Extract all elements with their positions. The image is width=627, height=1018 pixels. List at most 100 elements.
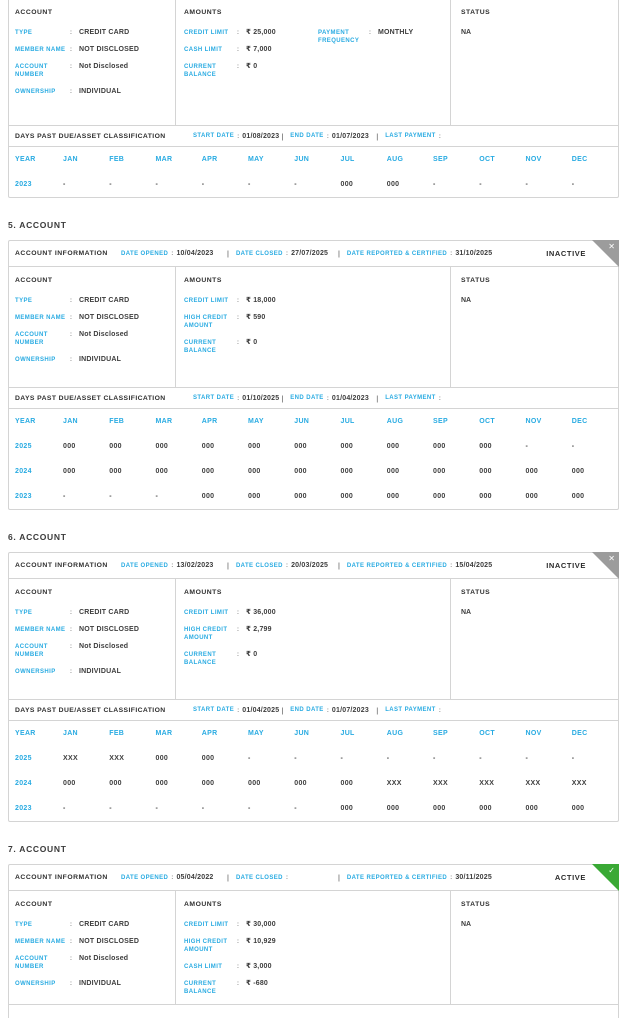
amounts-subcolumn-1: CREDIT LIMIT: ₹ 25,000 CASH LIMIT: ₹ 7,000 C… [184, 29, 318, 88]
dpd-value: - [109, 493, 112, 500]
account-card: ACCOUNT TYPE: CREDIT CARD MEMBER NAME: NOT D… [8, 0, 619, 198]
status-column-heading: STATUS [461, 277, 491, 284]
colon-separator: : [237, 706, 240, 714]
dpd-value: - [248, 755, 251, 762]
dpd-value: XXX [525, 780, 541, 787]
close-icon: ✕ [608, 554, 615, 563]
field-value: MONTHLY [378, 29, 414, 36]
dpd-value: 000 [155, 468, 169, 475]
colon-separator: : [438, 394, 441, 402]
field-label: CURRENT BALANCE [184, 64, 217, 78]
dpd-month-header: SEP [433, 418, 448, 425]
colon-separator: : [69, 331, 73, 338]
dpd-value: - [201, 181, 205, 188]
dpd-value: 000 [63, 443, 76, 450]
colon-separator: : [69, 955, 73, 962]
field-row: ACCOUNT NUMBER: Not Disclosed [15, 331, 171, 347]
end-date-field-value: 01/07/2023 [331, 132, 369, 140]
dpd-month-header: APR [201, 418, 218, 425]
dpd-value: - [479, 755, 482, 762]
dpd-month-header: OCT [479, 730, 495, 737]
field-value: ₹ -680 [246, 980, 269, 987]
dpd-table: YEAR JAN FEB MAR APR MAY JUN JUL AUG SEP OCT NOV DEC… [9, 721, 618, 821]
dpd-month-header: OCT [479, 418, 495, 425]
last-payment-field: LAST PAYMENT: [385, 133, 444, 140]
status-column: STATUS NA [451, 267, 618, 387]
dpd-value: 000 [340, 493, 354, 500]
dpd-value: 000 [433, 805, 446, 812]
date-reported-certified-field: DATE REPORTED & CERTIFIED:30/11/2025 [347, 874, 492, 881]
date-reported-certified-field-label: DATE REPORTED & CERTIFIED [346, 562, 448, 569]
dpd-month-header: MAR [155, 418, 173, 425]
dpd-table: YEAR JAN FEB MAR APR MAY JUN JUL AUG SEP OCT NOV DEC… [9, 147, 618, 197]
pipe-divider: | [337, 249, 340, 258]
dpd-month-header: MAY [248, 730, 264, 737]
account-column: ACCOUNT TYPE: CREDIT CARD MEMBER NAME: NOT D… [9, 579, 176, 699]
field-row: CREDIT LIMIT: ₹ 30,000 [184, 921, 318, 929]
field-row: TYPE: CREDIT CARD [15, 29, 171, 37]
field-label: CURRENT BALANCE [184, 340, 217, 354]
amounts-column-heading: AMOUNTS [184, 589, 222, 596]
dpd-value: 000 [294, 780, 307, 787]
dpd-value: XXX [479, 780, 495, 787]
field-value: ₹ 590 [246, 314, 266, 321]
date-opened-field: DATE OPENED:13/02/2023 [121, 562, 225, 569]
close-icon: ✕ [608, 242, 615, 251]
field-label: MEMBER NAME [15, 939, 66, 945]
dpd-month-header: JUN [294, 730, 310, 737]
colon-separator: : [438, 706, 441, 714]
field-label: CREDIT LIMIT [184, 30, 229, 36]
dpd-value: - [386, 755, 390, 762]
dpd-value: 000 [155, 780, 169, 787]
dpd-value: 000 [248, 468, 261, 475]
dpd-title: DAYS PAST DUE/ASSET CLASSIFICATION [15, 394, 166, 402]
dpd-value: 000 [386, 181, 400, 188]
end-date-field: END DATE:01/07/2023 [290, 707, 374, 714]
dpd-value: 000 [155, 755, 169, 762]
field-value: ₹ 25,000 [246, 29, 276, 36]
colon-separator: : [326, 706, 329, 714]
field-row: ACCOUNT NUMBER: Not Disclosed [15, 643, 171, 659]
colon-separator: : [69, 609, 73, 616]
colon-separator: : [69, 63, 73, 70]
account-information-header: ACCOUNT INFORMATION DATE OPENED:10/04/202… [9, 240, 619, 267]
dpd-value: - [525, 443, 529, 450]
field-row: CASH LIMIT: ₹ 3,000 [184, 963, 318, 971]
field-row: MEMBER NAME: NOT DISCLOSED [15, 46, 171, 54]
colon-separator: : [368, 29, 372, 36]
dpd-month-header: JAN [63, 418, 78, 425]
account-detail-row: ACCOUNT TYPE: CREDIT CARD MEMBER NAME: NOT D… [9, 579, 618, 699]
dpd-month-header: JUL [340, 730, 355, 737]
dpd-year: 2024 [15, 780, 32, 787]
date-closed-field: DATE CLOSED:20/03/2025 [236, 562, 336, 569]
field-row: PAYMENT FREQUENCY: MONTHLY [318, 29, 446, 45]
field-label: OWNERSHIP [15, 89, 56, 95]
colon-separator: : [236, 963, 240, 970]
field-row: CREDIT LIMIT: ₹ 18,000 [184, 297, 318, 305]
last-payment-field-label: LAST PAYMENT [385, 133, 436, 139]
colon-separator: : [450, 562, 453, 569]
colon-separator: : [171, 874, 174, 881]
account-card: ACCOUNT INFORMATION DATE OPENED:10/04/202… [8, 240, 619, 510]
amounts-subcolumn-1: CREDIT LIMIT: ₹ 18,000 HIGH CREDIT AMOUNT:… [184, 297, 318, 364]
inactive-corner-ribbon [592, 240, 619, 267]
account-column-heading: ACCOUNT [15, 9, 53, 16]
dpd-value: XXX [433, 780, 448, 787]
dpd-table: YEAR JAN FEB MAR APR MAY JUN JUL AUG SEP OCT NOV DEC… [9, 409, 618, 509]
end-date-field-value: 01/04/2023 [331, 394, 369, 402]
field-row: TYPE: CREDIT CARD [15, 921, 171, 929]
dpd-value: 000 [479, 443, 492, 450]
dpd-value: 000 [340, 181, 354, 188]
dpd-title: DAYS PAST DUE/ASSET CLASSIFICATION [15, 706, 166, 714]
dpd-value: 000 [479, 493, 492, 500]
pipe-divider: | [337, 561, 340, 570]
amounts-subcolumn-2: PAYMENT FREQUENCY: MONTHLY [318, 29, 446, 88]
colon-separator: : [69, 668, 73, 675]
field-value: ₹ 0 [246, 651, 258, 658]
colon-separator: : [236, 921, 240, 928]
dpd-month-header: DEC [571, 730, 588, 737]
colon-separator: : [236, 938, 240, 945]
field-row: OWNERSHIP: INDIVIDUAL [15, 88, 171, 96]
colon-separator: : [236, 609, 240, 616]
dpd-value: 000 [571, 493, 585, 500]
